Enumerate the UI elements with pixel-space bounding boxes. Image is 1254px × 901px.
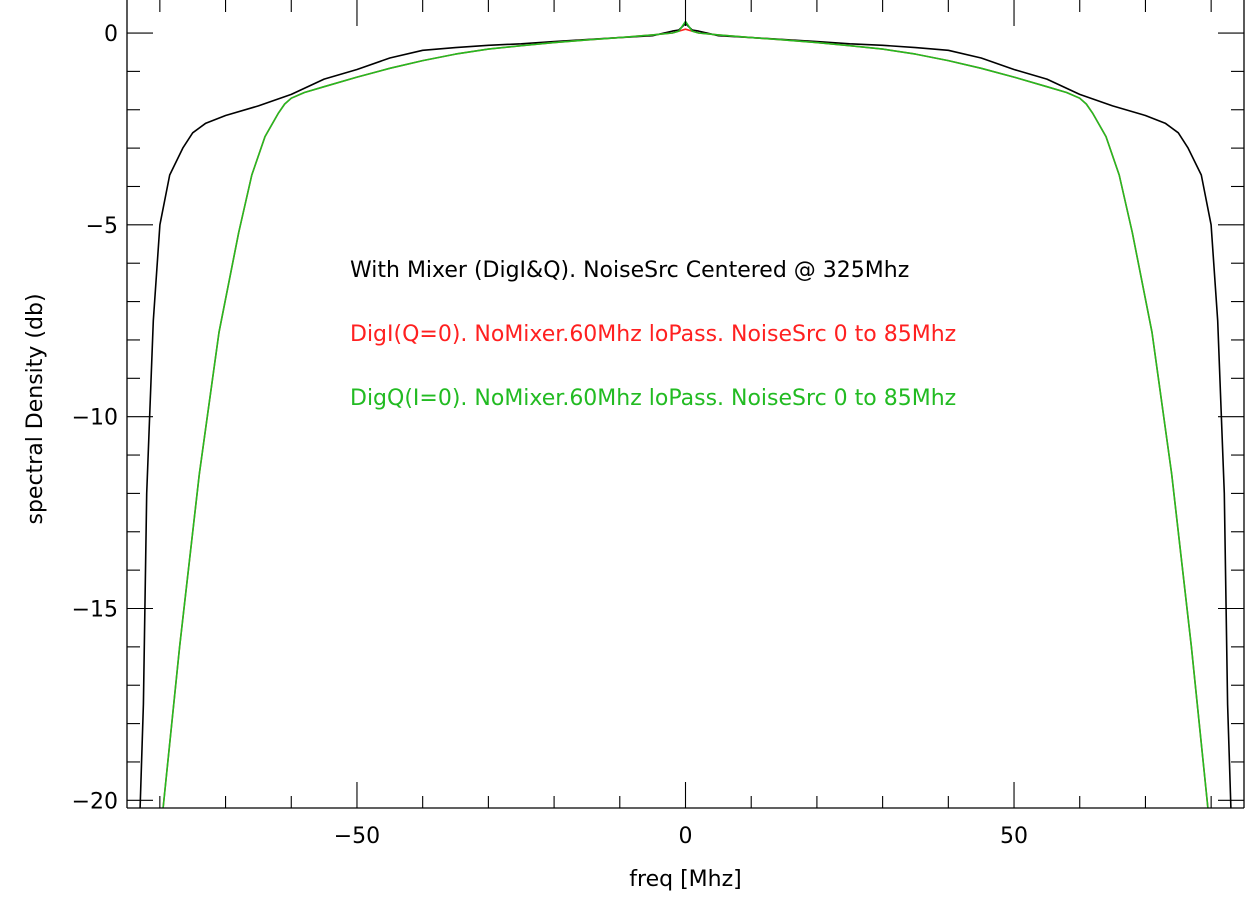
y-tick-label: 0 (104, 22, 118, 47)
series-layer (139, 20, 1232, 808)
y-tick-label: −5 (86, 214, 118, 239)
x-tick-label: 50 (1000, 824, 1028, 849)
x-tick-label: 0 (679, 824, 693, 849)
annotation-3: DigQ(I=0). NoMixer.60Mhz loPass. NoiseSr… (350, 386, 956, 411)
series-line-1 (139, 22, 1232, 808)
annotations-layer: With Mixer (DigI&Q). NoiseSrc Centered @… (350, 258, 956, 411)
annotation-2: DigI(Q=0). NoMixer.60Mhz loPass. NoiseSr… (350, 322, 956, 347)
annotation-1: With Mixer (DigI&Q). NoiseSrc Centered @… (350, 258, 909, 283)
x-axis-label: freq [Mhz] (629, 867, 741, 892)
labels-layer: −50 0 50 0 −5 −10 −15 −20 freq [Mhz] spectral Den… (23, 22, 1028, 892)
y-axis-label: spectral Density (db) (23, 293, 48, 524)
series-line-2 (162, 28, 1209, 808)
ticks-layer (127, 0, 1244, 808)
y-tick-label: −15 (72, 598, 118, 623)
x-tick-label: −50 (334, 824, 380, 849)
y-tick-label: −10 (72, 406, 118, 431)
y-tick-label: −20 (72, 789, 118, 814)
series-line-3 (162, 20, 1209, 808)
